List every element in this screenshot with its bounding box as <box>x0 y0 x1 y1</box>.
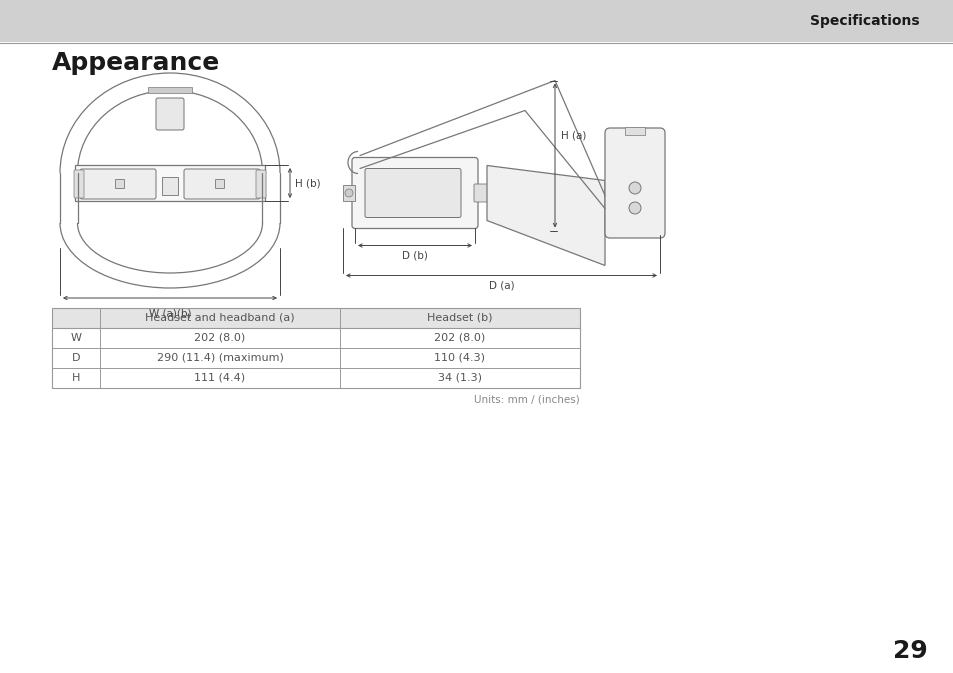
FancyBboxPatch shape <box>474 184 488 202</box>
Text: H: H <box>71 373 80 383</box>
Text: Headset (b): Headset (b) <box>427 313 493 323</box>
Text: 111 (4.4): 111 (4.4) <box>194 373 245 383</box>
Bar <box>0 0 953 42</box>
Bar <box>75 165 265 201</box>
Text: 110 (4.3): 110 (4.3) <box>434 353 485 363</box>
FancyBboxPatch shape <box>255 170 266 198</box>
FancyBboxPatch shape <box>604 128 664 238</box>
FancyBboxPatch shape <box>365 168 460 217</box>
Text: D: D <box>71 353 80 363</box>
Text: W: W <box>71 333 81 343</box>
FancyBboxPatch shape <box>184 169 260 199</box>
Text: 202 (8.0): 202 (8.0) <box>434 333 485 343</box>
Text: H (a): H (a) <box>560 131 586 141</box>
Text: 290 (11.4) (maximum): 290 (11.4) (maximum) <box>156 353 283 363</box>
FancyBboxPatch shape <box>352 157 477 229</box>
Circle shape <box>345 189 353 197</box>
Bar <box>115 179 124 188</box>
Text: 29: 29 <box>892 639 926 663</box>
Text: 34 (1.3): 34 (1.3) <box>437 373 481 383</box>
Text: H (b): H (b) <box>294 178 320 188</box>
Text: W (a)(b): W (a)(b) <box>149 308 191 318</box>
Bar <box>148 87 192 93</box>
FancyBboxPatch shape <box>74 170 84 198</box>
Text: 202 (8.0): 202 (8.0) <box>194 333 245 343</box>
Polygon shape <box>486 166 604 266</box>
Bar <box>162 177 178 195</box>
Bar <box>52 308 579 388</box>
Bar <box>52 328 579 348</box>
Text: Units: mm / (inches): Units: mm / (inches) <box>474 394 579 404</box>
Circle shape <box>628 182 640 194</box>
FancyBboxPatch shape <box>80 169 156 199</box>
Text: Specifications: Specifications <box>809 14 919 28</box>
Text: Appearance: Appearance <box>52 51 220 75</box>
Bar <box>52 348 579 368</box>
Text: D (a): D (a) <box>488 281 514 291</box>
Bar <box>624 127 644 135</box>
Bar <box>52 308 579 328</box>
Text: Headset and headband (a): Headset and headband (a) <box>145 313 294 323</box>
Bar <box>52 368 579 388</box>
Bar <box>343 185 355 201</box>
FancyBboxPatch shape <box>156 98 184 130</box>
Text: D (b): D (b) <box>401 250 428 260</box>
Circle shape <box>628 202 640 214</box>
Bar <box>214 179 224 188</box>
